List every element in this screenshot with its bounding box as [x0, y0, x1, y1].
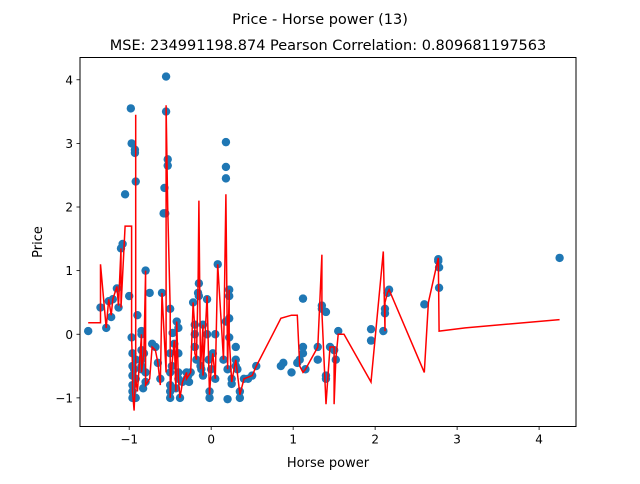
data-point	[366, 324, 376, 334]
data-point	[298, 342, 308, 352]
data-point	[127, 139, 136, 148]
data-point	[145, 288, 154, 298]
y-tick-label: 1	[65, 264, 73, 278]
data-point	[379, 326, 388, 336]
x-tick-label: 4	[535, 433, 543, 447]
y-tick-label: 3	[65, 137, 73, 151]
axes-frame	[79, 57, 577, 427]
data-point	[118, 239, 127, 249]
data-point	[120, 190, 130, 199]
x-tick-label: 1	[289, 433, 297, 447]
data-point	[298, 294, 308, 303]
data-point	[313, 355, 322, 364]
data-point	[235, 393, 245, 403]
data-point	[211, 330, 220, 339]
data-point	[202, 330, 212, 339]
data-point	[223, 365, 232, 374]
data-point	[231, 342, 240, 352]
data-point	[129, 365, 139, 374]
data-point	[221, 174, 231, 183]
y-axis-label: Price	[31, 226, 46, 258]
data-point	[298, 349, 308, 358]
data-point	[126, 104, 136, 113]
series-line	[88, 105, 560, 411]
data-point	[130, 148, 140, 158]
data-point	[366, 336, 376, 345]
x-tick-label: 2	[371, 433, 379, 447]
data-point	[221, 162, 231, 172]
data-point	[334, 326, 343, 336]
data-point	[221, 137, 231, 147]
y-tick-label: 4	[65, 73, 73, 87]
data-point	[213, 260, 222, 269]
data-point	[106, 312, 116, 322]
data-point	[420, 300, 429, 309]
data-point	[279, 358, 288, 368]
data-point	[555, 253, 564, 263]
data-point	[287, 368, 296, 377]
data-point	[83, 326, 93, 336]
x-axis-label: Horse power	[287, 456, 370, 471]
data-point	[184, 377, 194, 387]
data-point	[194, 279, 204, 288]
chart-title: Price - Horse power (13)	[232, 12, 408, 28]
data-point	[133, 310, 142, 320]
y-tick-label: −1	[55, 391, 73, 405]
x-tick-label: 0	[207, 433, 215, 447]
data-point	[227, 379, 236, 389]
plot-area	[83, 72, 564, 411]
data-point	[321, 307, 331, 317]
x-tick-label: −1	[120, 433, 138, 447]
y-tick-label: 2	[65, 201, 73, 215]
data-point	[223, 394, 232, 404]
x-tick-label: 3	[453, 433, 461, 447]
y-tick-label: 0	[65, 328, 73, 342]
data-point	[194, 291, 204, 301]
data-point	[174, 323, 183, 333]
chart-subtitle: MSE: 234991198.874 Pearson Correlation: …	[110, 38, 547, 54]
data-point	[161, 72, 171, 81]
data-point	[205, 393, 214, 403]
